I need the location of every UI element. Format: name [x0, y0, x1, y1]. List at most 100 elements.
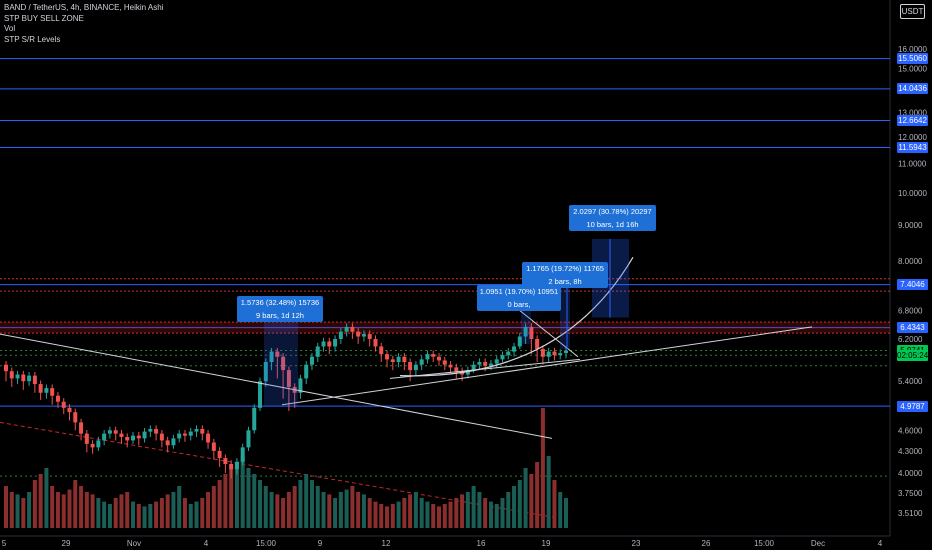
volume-bar — [338, 492, 343, 528]
x-tick-label: 29 — [62, 539, 71, 548]
x-tick-label: 12 — [382, 539, 391, 548]
volume-bar — [240, 456, 245, 528]
candle-body — [269, 351, 274, 363]
x-tick-label: 15:00 — [754, 539, 775, 548]
volume-bar — [344, 489, 349, 528]
candle-body — [200, 428, 205, 434]
candle-body — [517, 336, 522, 347]
volume-bar — [90, 494, 95, 528]
candle-body — [419, 359, 424, 365]
volume-bar — [79, 486, 84, 528]
volume-bar — [309, 480, 314, 528]
volume-bar — [367, 498, 372, 528]
volume-bar — [38, 474, 43, 528]
symbol-title[interactable]: BAND / TetherUS, 4h, BINANCE, Heikin Ash… — [4, 3, 164, 12]
volume-bar — [258, 480, 263, 528]
volume-bar — [211, 486, 216, 528]
volume-bar — [529, 474, 534, 528]
y-tick-label: 3.7500 — [898, 489, 923, 498]
candle-body — [113, 430, 118, 434]
y-tick-label: 9.0000 — [898, 221, 923, 230]
volume-bar — [512, 486, 517, 528]
candle-body — [506, 351, 511, 356]
candle-body — [240, 447, 245, 462]
volume-bar — [142, 506, 147, 528]
y-tick-label: 8.0000 — [898, 257, 923, 266]
sr-price-tag: 12.6642 — [897, 115, 928, 127]
candle-body — [471, 364, 476, 371]
y-tick-label: 10.0000 — [898, 189, 927, 198]
candle-body — [252, 407, 257, 431]
x-tick-label: 19 — [542, 539, 551, 548]
measure-bars: 2 bars, 8h — [548, 277, 582, 286]
candle-body — [206, 433, 211, 443]
indicator-stp-sr-levels[interactable]: STP S/R Levels — [4, 34, 61, 44]
measure-bars: 9 bars, 1d 12h — [256, 311, 304, 320]
candle-body — [194, 428, 199, 432]
volume-bar — [535, 462, 540, 528]
y-tick-label: 4.6000 — [898, 426, 923, 435]
candle-body — [27, 375, 32, 382]
candle-body — [73, 412, 78, 423]
volume-bar — [379, 504, 384, 528]
candle-body — [159, 433, 164, 441]
volume-bar — [21, 498, 26, 528]
candle-body — [177, 433, 182, 439]
candle-body — [9, 371, 14, 379]
volume-bar — [9, 492, 14, 528]
candle-body — [500, 355, 505, 360]
candle-body — [483, 362, 488, 366]
candle-body — [32, 375, 37, 385]
volume-bar — [131, 501, 136, 528]
volume-bar — [298, 480, 303, 528]
candle-body — [558, 353, 563, 356]
candle-body — [425, 354, 430, 360]
measure-label: 1.1765 (19.72%) 11765 2 bars, 8h — [522, 262, 608, 288]
volume-bar — [4, 486, 8, 528]
candle-body — [442, 360, 447, 365]
volume-bar — [84, 492, 89, 528]
x-tick-label: 23 — [632, 539, 641, 548]
candle-body — [4, 364, 8, 372]
indicator-vol[interactable]: Vol — [4, 24, 16, 33]
volume-bar — [500, 498, 505, 528]
candle-body — [148, 428, 153, 432]
candle-body — [102, 433, 107, 441]
volume-bar — [113, 498, 118, 528]
volume-bar — [136, 504, 141, 528]
currency-button[interactable]: USDT — [900, 4, 925, 19]
measure-label: 1.0951 (19.70%) 10951 0 bars, — [477, 285, 561, 311]
sr-price-tag: 7.4046 — [897, 279, 928, 291]
volume-bar — [564, 498, 568, 528]
sr-price-tag: 4.9787 — [897, 400, 928, 412]
volume-bar — [55, 492, 60, 528]
y-tick-label: 6.8000 — [898, 307, 923, 316]
volume-bar — [154, 501, 159, 528]
candle-body — [396, 356, 401, 363]
candle-body — [234, 461, 239, 470]
candle-body — [182, 433, 187, 436]
x-tick-label: 4 — [878, 539, 883, 548]
volume-bar — [477, 492, 482, 528]
candle-body — [258, 381, 263, 408]
candle-body — [529, 326, 534, 339]
candle-body — [552, 351, 557, 356]
candle-body — [402, 356, 407, 363]
measure-change: 2.0297 (30.78%) 20297 — [573, 207, 652, 216]
candle-body — [413, 364, 418, 371]
volume-bar — [286, 492, 291, 528]
x-tick-label: 4 — [204, 539, 209, 548]
candle-body — [356, 331, 361, 337]
volume-bar — [546, 456, 551, 528]
indicator-stp-buy-sell-zone[interactable]: STP BUY SELL ZONE — [4, 13, 84, 23]
y-tick-label: 4.3000 — [898, 447, 923, 456]
candle-body — [465, 370, 470, 375]
volume-bar — [356, 492, 361, 528]
candle-body — [107, 430, 112, 434]
candle-body — [448, 364, 453, 368]
candle-body — [540, 349, 545, 357]
volume-bar — [465, 492, 470, 528]
volume-bar — [471, 486, 476, 528]
